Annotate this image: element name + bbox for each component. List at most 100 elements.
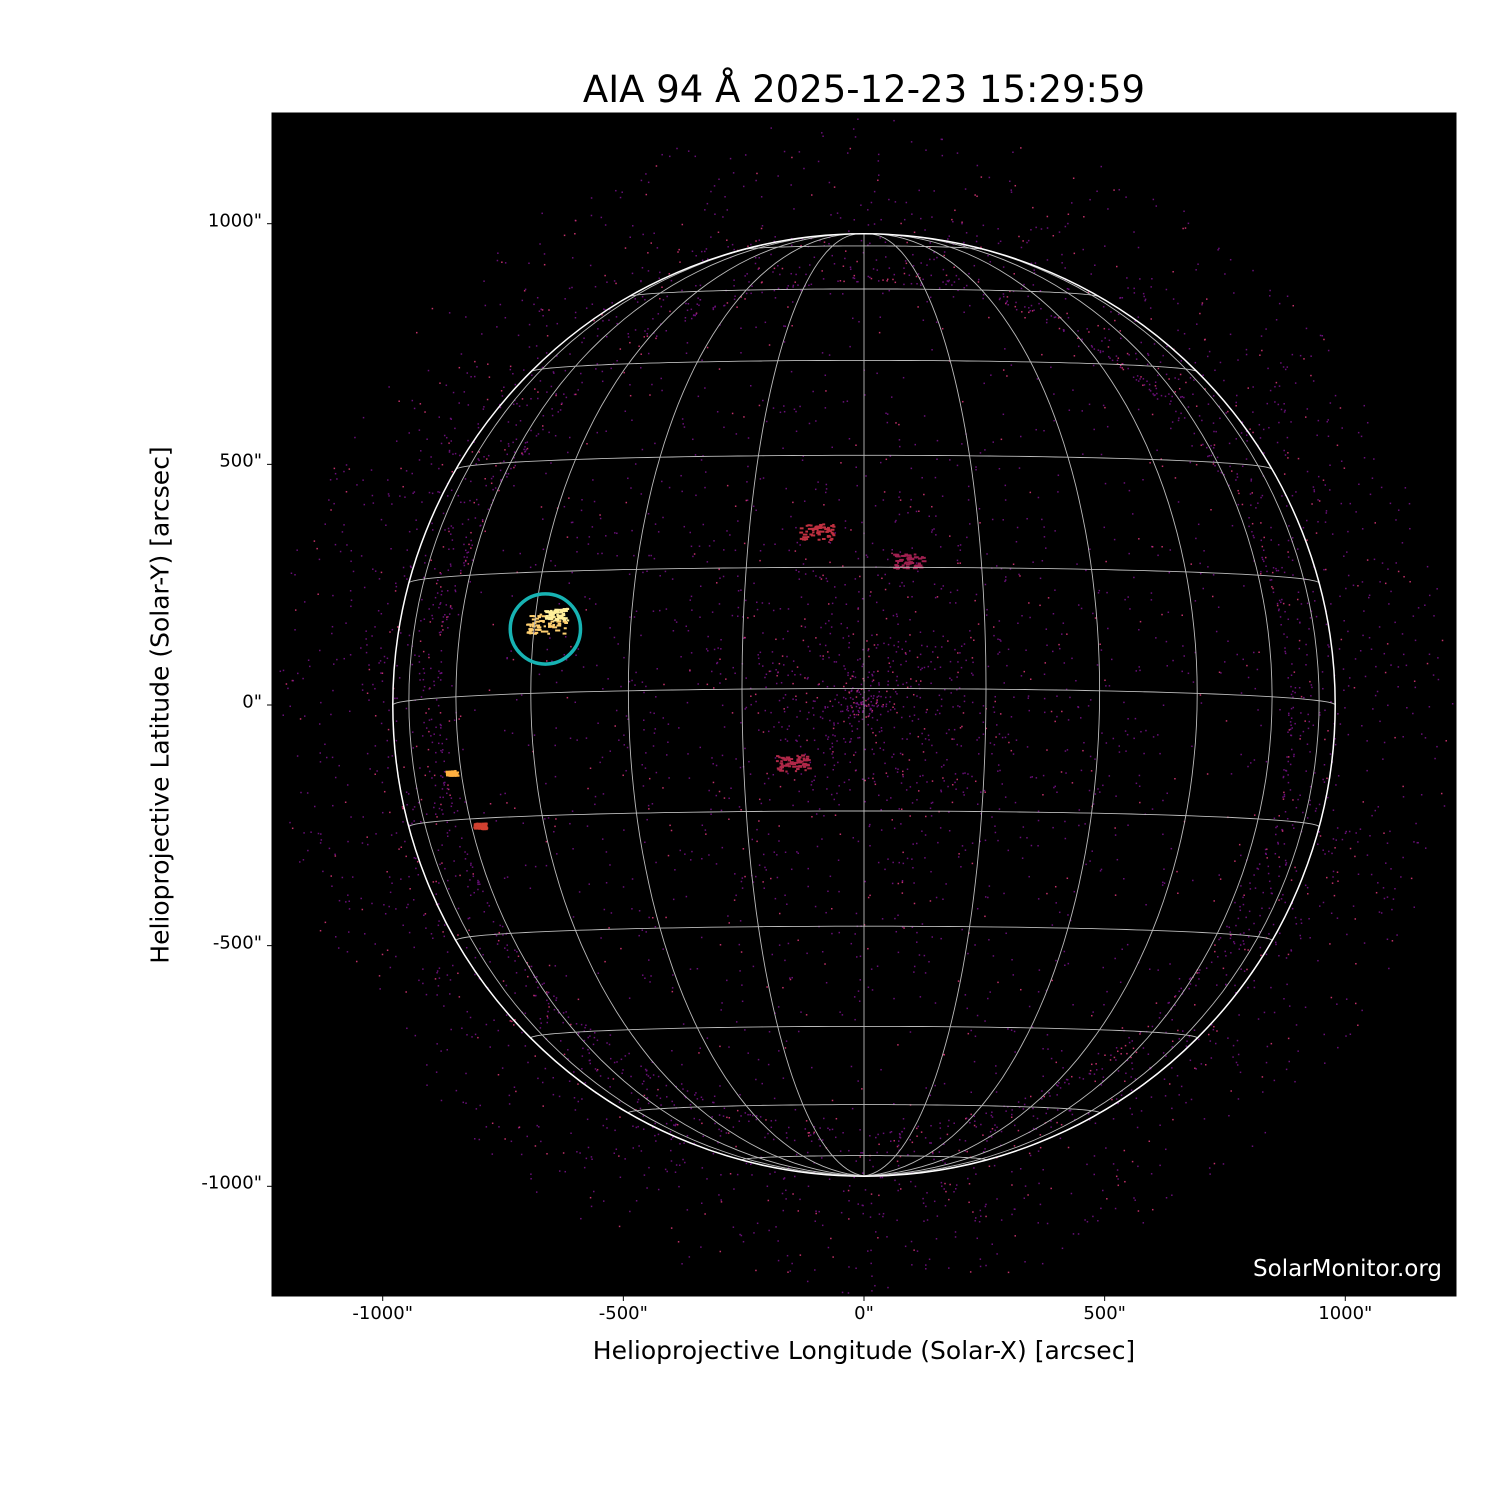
active-region-mark <box>477 822 482 825</box>
active-region-mark <box>551 611 556 614</box>
watermark: SolarMonitor.org <box>1253 1256 1442 1282</box>
active-region-mark <box>562 608 567 611</box>
grid-meridian <box>408 237 865 1177</box>
active-region-mark <box>560 610 565 613</box>
active-region-mark <box>554 608 559 611</box>
active-region-mark <box>830 524 834 527</box>
active-region-mark <box>545 617 550 620</box>
active-region-mark <box>829 539 833 542</box>
active-region-mark <box>540 630 545 633</box>
x-tick-label: 0" <box>854 1303 874 1324</box>
active-region-mark <box>557 622 562 625</box>
active-region-mark <box>921 560 927 563</box>
active-region-mark <box>799 760 804 763</box>
active-region-mark <box>779 766 784 769</box>
active-region-mark <box>829 530 832 533</box>
active-region-mark <box>796 754 799 757</box>
active-region-mark <box>791 762 796 765</box>
active-region-mark <box>817 538 821 541</box>
active-region-mark <box>480 825 484 828</box>
active-region-mark <box>780 763 784 766</box>
active-region-mark <box>904 554 909 557</box>
active-region-mark <box>820 530 825 533</box>
active-region-mark <box>559 611 563 614</box>
active-region-mark <box>547 632 550 635</box>
active-region-mark <box>775 760 779 763</box>
active-region-mark <box>562 620 568 623</box>
active-region-mark <box>789 761 794 764</box>
active-region-mark <box>558 617 562 620</box>
active-region-mark <box>908 561 912 564</box>
active-region-mark <box>909 558 915 561</box>
active-region-mark <box>529 615 535 618</box>
active-region-mark <box>477 827 481 830</box>
active-region-mark <box>805 757 810 760</box>
active-region-mark <box>801 538 805 541</box>
active-region-mark <box>550 625 555 628</box>
active-region-mark <box>777 768 783 771</box>
active-region-mark <box>528 628 533 631</box>
active-region-mark <box>543 630 549 633</box>
active-region-mark <box>545 615 549 618</box>
active-region-mark <box>797 756 802 759</box>
active-region-mark <box>788 757 794 760</box>
y-tick-label: -500" <box>212 932 262 954</box>
active-region-mark <box>556 624 562 627</box>
active-region-mark <box>894 555 900 558</box>
active-region-mark <box>896 565 900 568</box>
active-region-mark <box>913 553 917 556</box>
grid-parallel <box>408 810 1320 828</box>
grid-meridian <box>863 233 1101 1177</box>
active-region-mark <box>832 524 835 527</box>
active-region-mark <box>826 535 830 538</box>
active-region-mark <box>566 619 570 622</box>
active-region-mark <box>823 526 826 529</box>
active-region-mark <box>787 759 792 762</box>
active-region-mark <box>830 528 835 531</box>
active-region-mark <box>553 619 557 622</box>
grid-parallel <box>627 1104 1101 1114</box>
active-region-mark <box>798 765 803 768</box>
active-region-mark <box>799 531 804 534</box>
active-region-mark <box>831 532 835 535</box>
active-region-mark <box>810 534 816 537</box>
grid-parallel <box>455 454 1273 470</box>
active-region-mark <box>526 623 530 626</box>
active-region-mark <box>535 620 540 623</box>
active-region-mark <box>783 764 789 767</box>
active-region-mark <box>531 618 537 621</box>
y-tick-label: 1000" <box>207 210 262 232</box>
active-region-mark <box>807 535 810 538</box>
active-region-mark <box>474 823 479 826</box>
active-region-mark <box>826 528 831 531</box>
grid-meridian <box>455 234 865 1177</box>
active-region-mark <box>897 561 900 564</box>
active-region-mark <box>448 774 454 777</box>
y-tick-label: 500" <box>219 450 262 472</box>
active-region-mark <box>481 822 485 825</box>
active-region-mark <box>550 613 555 616</box>
active-region-mark <box>547 622 552 625</box>
active-region-mark <box>904 561 910 564</box>
active-region-mark <box>907 558 911 561</box>
active-region-mark <box>544 616 550 619</box>
highlight-circle <box>508 592 583 666</box>
active-region-mark <box>445 770 450 773</box>
x-tick-label: -500" <box>598 1303 648 1324</box>
active-region-mark <box>898 559 903 562</box>
active-region-mark <box>816 532 821 535</box>
active-region-mark <box>917 564 923 567</box>
active-region-mark <box>545 611 550 614</box>
active-region-mark <box>832 525 836 528</box>
active-region-mark <box>816 529 819 532</box>
active-region-mark <box>780 756 785 759</box>
active-region-mark <box>555 629 561 632</box>
active-region-mark <box>554 617 560 620</box>
active-region-mark <box>529 623 535 626</box>
active-region-mark <box>557 616 560 619</box>
active-region-mark <box>818 527 822 530</box>
active-region-mark <box>805 524 809 527</box>
active-region-mark <box>895 559 901 562</box>
active-region-mark <box>787 762 793 765</box>
active-region-mark <box>563 609 568 612</box>
